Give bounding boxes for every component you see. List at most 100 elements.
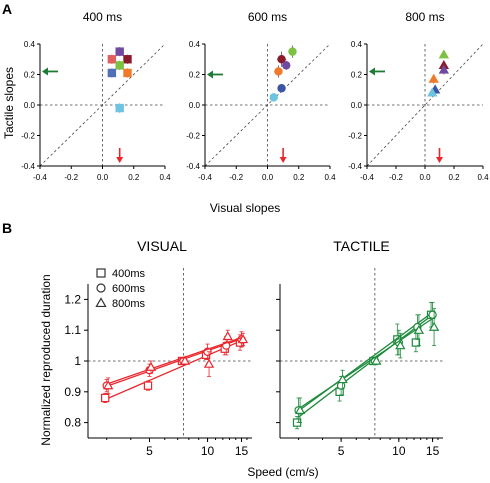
red-arrow-icon bbox=[436, 157, 443, 163]
x-tick-label: 0.0 bbox=[262, 173, 274, 182]
data-point bbox=[371, 355, 382, 365]
y-tick-label: -0.4 bbox=[348, 162, 362, 171]
panel-b-xlabel: Speed (cm/s) bbox=[247, 465, 318, 479]
x-tick-label: 0.0 bbox=[97, 173, 109, 182]
x-tick-label: -0.2 bbox=[389, 173, 403, 182]
x-tick-label: -0.4 bbox=[198, 173, 212, 182]
panel-a-xlabel: Visual slopes bbox=[210, 201, 281, 215]
fit-line bbox=[298, 311, 433, 412]
panel-b-letter: B bbox=[2, 220, 12, 236]
y-tick-label: 0.9 bbox=[64, 385, 81, 399]
data-point bbox=[337, 374, 348, 384]
data-point bbox=[427, 87, 438, 97]
green-arrow-icon bbox=[207, 70, 213, 79]
green-arrow-icon bbox=[42, 67, 48, 76]
scatter-panel-3: 800 ms -0.4 -0.4 -0.2 -0.2 0.0 0.0 0.2 0.2 0.4 0.4 bbox=[348, 10, 489, 182]
data-point bbox=[438, 49, 450, 59]
series-800ms bbox=[294, 308, 440, 424]
y-tick-label: 0.2 bbox=[189, 71, 201, 80]
y-tick-label: 1.1 bbox=[64, 323, 81, 337]
y-tick-label: 0.2 bbox=[24, 71, 36, 80]
data-point bbox=[123, 55, 132, 64]
legend: 400ms 600ms 800ms bbox=[95, 268, 146, 310]
line-panel-1: VISUAL 5 10 15 0.8 0.9 1 1.1 1.2 bbox=[64, 238, 252, 458]
y-tick-label: 0.2 bbox=[351, 71, 363, 80]
x-tick-label: 15 bbox=[426, 444, 440, 458]
x-tick-label: -0.2 bbox=[229, 173, 243, 182]
fit-line bbox=[106, 340, 242, 400]
y-tick-label: 0.4 bbox=[189, 40, 201, 49]
series-600ms bbox=[294, 302, 437, 424]
y-tick-label: 0.0 bbox=[24, 101, 36, 110]
x-tick-label: -0.4 bbox=[360, 173, 374, 182]
data-point bbox=[288, 47, 297, 56]
identity-diagonal bbox=[39, 43, 166, 167]
data-point bbox=[428, 321, 440, 331]
x-tick-label: -0.2 bbox=[64, 173, 78, 182]
y-tick-label: 1 bbox=[74, 354, 81, 368]
x-tick-label: 0.0 bbox=[419, 173, 431, 182]
x-tick-label: 0.4 bbox=[477, 173, 489, 182]
fit-line bbox=[298, 314, 433, 418]
data-point bbox=[395, 340, 406, 350]
data-point bbox=[294, 404, 306, 414]
data-point bbox=[282, 61, 291, 70]
scatter-panel-1: 400 ms -0.4 -0.4 -0.2 -0.2 0.0 0.0 0.2 0.2 0.4 0.4 bbox=[21, 10, 171, 182]
y-tick-label: -0.4 bbox=[21, 162, 35, 171]
x-tick-label: -0.4 bbox=[33, 173, 47, 182]
legend-label: 400ms bbox=[112, 268, 146, 280]
series-600ms bbox=[102, 331, 246, 393]
x-tick-label: 15 bbox=[235, 444, 249, 458]
data-point bbox=[277, 84, 286, 93]
data-point bbox=[115, 47, 124, 56]
series-800ms bbox=[103, 329, 249, 394]
data-point bbox=[203, 358, 215, 368]
scatter-panel-2: 600 ms -0.4 -0.4 -0.2 -0.2 0.0 0.0 0.2 0.2 0.4 0.4 bbox=[186, 10, 336, 182]
y-tick-label: 0.0 bbox=[189, 101, 201, 110]
data-point bbox=[237, 334, 249, 344]
identity-diagonal bbox=[366, 43, 484, 167]
data-point bbox=[277, 55, 286, 64]
legend-label: 800ms bbox=[112, 298, 146, 310]
data-point bbox=[143, 381, 153, 390]
x-tick-label: 0.2 bbox=[448, 173, 460, 182]
legend-marker-circle bbox=[96, 283, 106, 293]
data-point bbox=[438, 64, 450, 74]
y-tick-label: 0.0 bbox=[351, 101, 363, 110]
legend-label: 600ms bbox=[112, 283, 146, 295]
data-point bbox=[428, 73, 439, 83]
data-point bbox=[115, 61, 124, 70]
x-tick-label: 0.2 bbox=[128, 173, 140, 182]
x-tick-label: 10 bbox=[201, 444, 215, 458]
legend-marker-square bbox=[96, 268, 106, 278]
x-tick-label: 5 bbox=[146, 444, 153, 458]
x-tick-label: 0.2 bbox=[293, 173, 305, 182]
data-point bbox=[222, 331, 233, 341]
data-point bbox=[115, 103, 124, 113]
scatter-title: 600 ms bbox=[248, 10, 287, 24]
x-tick-label: 5 bbox=[338, 444, 345, 458]
y-tick-label: -0.2 bbox=[21, 132, 35, 141]
legend-marker-triangle bbox=[95, 297, 107, 308]
x-tick-label: 10 bbox=[392, 444, 406, 458]
identity-diagonal bbox=[204, 43, 331, 167]
fit-line bbox=[106, 336, 242, 385]
red-arrow-icon bbox=[279, 157, 287, 163]
panel-b-ylabel: Normalized reproduced duration bbox=[39, 274, 53, 445]
scatter-title: 800 ms bbox=[405, 10, 444, 24]
data-point bbox=[103, 380, 114, 390]
data-point bbox=[107, 68, 117, 78]
data-point bbox=[274, 67, 283, 76]
data-point bbox=[100, 393, 110, 403]
y-tick-label: 0.4 bbox=[24, 40, 36, 49]
data-point bbox=[145, 361, 157, 371]
y-tick-label: 1.2 bbox=[64, 292, 81, 306]
series-400ms bbox=[292, 302, 436, 430]
scatter-title: 400 ms bbox=[83, 10, 122, 24]
y-tick-label: 0.8 bbox=[64, 416, 81, 430]
data-point bbox=[428, 310, 437, 319]
x-tick-label: 0.4 bbox=[324, 173, 336, 182]
data-point bbox=[413, 324, 425, 334]
data-point bbox=[411, 338, 421, 347]
